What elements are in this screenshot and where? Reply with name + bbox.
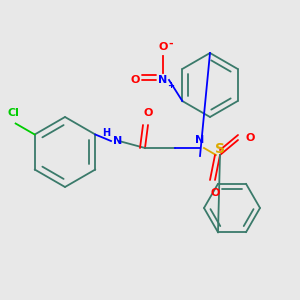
Text: N: N	[113, 136, 122, 146]
Text: N: N	[195, 135, 205, 145]
Text: H: H	[102, 128, 110, 138]
Text: -: -	[169, 39, 173, 49]
Text: O: O	[143, 108, 153, 118]
Text: O: O	[210, 188, 220, 198]
Text: +: +	[167, 82, 175, 91]
Text: O: O	[158, 42, 168, 52]
Text: Cl: Cl	[8, 109, 20, 118]
Text: O: O	[130, 75, 140, 85]
Text: N: N	[158, 75, 168, 85]
Text: O: O	[246, 133, 255, 143]
Text: S: S	[215, 142, 225, 156]
